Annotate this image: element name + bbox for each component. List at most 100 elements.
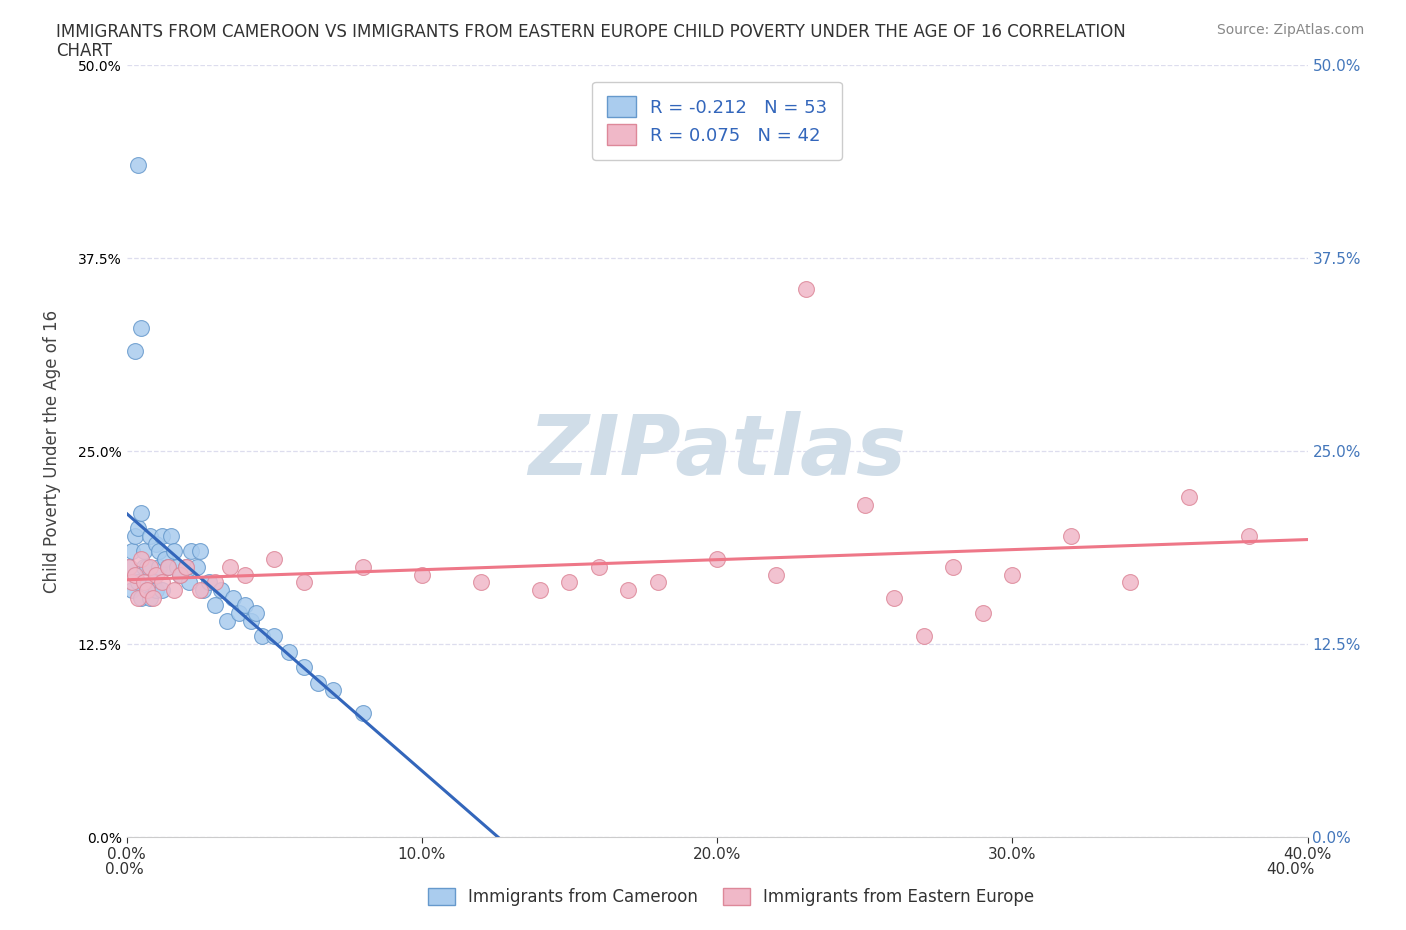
- Point: [169, 567, 191, 582]
- Point: [150, 575, 173, 590]
- Point: [252, 629, 274, 644]
- Point: [156, 559, 179, 574]
- Point: [883, 591, 905, 605]
- Point: [145, 537, 167, 551]
- Point: [142, 575, 165, 590]
- Point: [765, 567, 787, 582]
- Point: [180, 544, 202, 559]
- Point: [174, 559, 197, 574]
- Text: Source: ZipAtlas.com: Source: ZipAtlas.com: [1216, 23, 1364, 37]
- Point: [145, 567, 167, 582]
- Point: [148, 544, 170, 559]
- Point: [127, 521, 149, 536]
- Point: [139, 528, 162, 543]
- Point: [322, 683, 344, 698]
- Point: [853, 498, 876, 512]
- Point: [142, 591, 165, 605]
- Point: [204, 598, 226, 613]
- Point: [228, 605, 250, 620]
- Point: [263, 551, 285, 566]
- Point: [292, 575, 315, 590]
- Point: [163, 582, 186, 597]
- Point: [127, 591, 149, 605]
- Point: [174, 559, 197, 574]
- Point: [136, 582, 159, 597]
- Point: [124, 528, 146, 543]
- Point: [352, 559, 374, 574]
- Point: [129, 551, 153, 566]
- Point: [219, 559, 242, 574]
- Point: [134, 544, 156, 559]
- Point: [308, 675, 330, 690]
- Point: [198, 575, 221, 590]
- Point: [150, 528, 173, 543]
- Point: [127, 158, 149, 173]
- Point: [139, 559, 162, 574]
- Point: [118, 559, 141, 574]
- Point: [153, 551, 176, 566]
- Point: [233, 598, 256, 613]
- Point: [188, 544, 212, 559]
- Point: [245, 605, 267, 620]
- Point: [169, 567, 191, 582]
- Point: [215, 614, 238, 629]
- Point: [352, 706, 374, 721]
- Point: [1178, 490, 1201, 505]
- Text: 40.0%: 40.0%: [1267, 862, 1315, 877]
- Point: [263, 629, 285, 644]
- Point: [942, 559, 965, 574]
- Point: [1001, 567, 1024, 582]
- Point: [193, 582, 215, 597]
- Point: [121, 575, 143, 590]
- Point: [129, 320, 153, 335]
- Y-axis label: Child Poverty Under the Age of 16: Child Poverty Under the Age of 16: [44, 310, 60, 592]
- Point: [121, 544, 143, 559]
- Point: [1237, 528, 1260, 543]
- Point: [222, 591, 245, 605]
- Legend: Immigrants from Cameroon, Immigrants from Eastern Europe: Immigrants from Cameroon, Immigrants fro…: [422, 881, 1040, 912]
- Point: [617, 582, 640, 597]
- Point: [558, 575, 581, 590]
- Point: [148, 559, 170, 574]
- Text: 0.0%: 0.0%: [105, 862, 145, 877]
- Point: [134, 575, 156, 590]
- Point: [204, 575, 226, 590]
- Point: [166, 559, 188, 574]
- Point: [912, 629, 935, 644]
- Point: [292, 659, 315, 674]
- Point: [134, 559, 156, 574]
- Point: [127, 575, 149, 590]
- Point: [186, 559, 208, 574]
- Text: IMMIGRANTS FROM CAMEROON VS IMMIGRANTS FROM EASTERN EUROPE CHILD POVERTY UNDER T: IMMIGRANTS FROM CAMEROON VS IMMIGRANTS F…: [56, 23, 1126, 41]
- Point: [470, 575, 492, 590]
- Point: [118, 559, 141, 574]
- Legend: R = -0.212   N = 53, R = 0.075   N = 42: R = -0.212 N = 53, R = 0.075 N = 42: [592, 82, 842, 160]
- Point: [239, 614, 262, 629]
- Point: [588, 559, 610, 574]
- Point: [150, 582, 173, 597]
- Point: [794, 282, 817, 297]
- Point: [124, 343, 146, 358]
- Point: [647, 575, 669, 590]
- Point: [121, 582, 143, 597]
- Point: [136, 582, 159, 597]
- Point: [124, 567, 146, 582]
- Point: [145, 582, 167, 597]
- Point: [129, 591, 153, 605]
- Point: [129, 505, 153, 520]
- Point: [529, 582, 551, 597]
- Point: [411, 567, 433, 582]
- Point: [177, 575, 200, 590]
- Point: [1119, 575, 1142, 590]
- Point: [163, 544, 186, 559]
- Point: [278, 644, 301, 659]
- Point: [972, 605, 994, 620]
- Point: [706, 551, 728, 566]
- Point: [124, 567, 146, 582]
- Text: CHART: CHART: [56, 42, 112, 60]
- Point: [233, 567, 256, 582]
- Point: [139, 591, 162, 605]
- Point: [209, 582, 232, 597]
- Point: [188, 582, 212, 597]
- Text: ZIPatlas: ZIPatlas: [529, 410, 905, 492]
